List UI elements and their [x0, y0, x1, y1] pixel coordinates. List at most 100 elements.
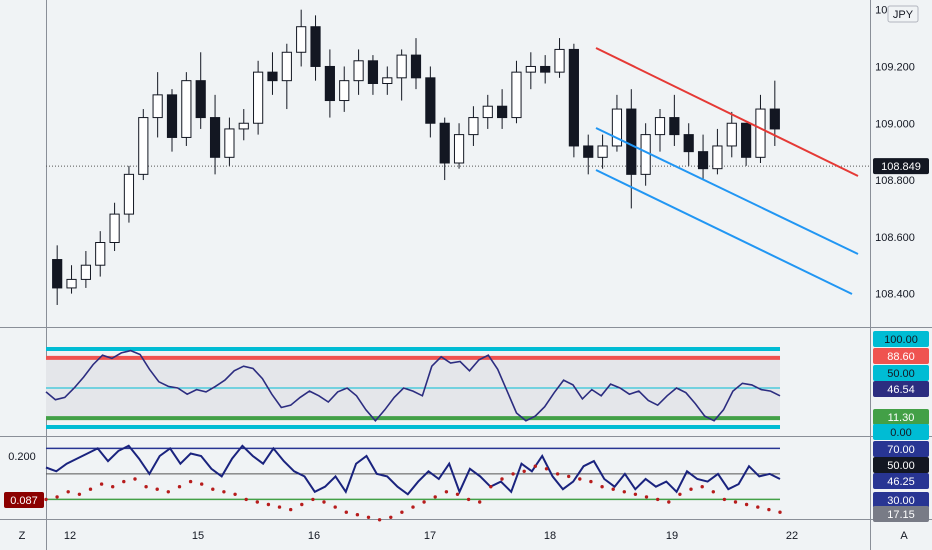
candle-body — [453, 134, 465, 164]
candle[interactable] — [511, 60, 522, 124]
candle[interactable] — [195, 52, 206, 129]
indicator-dot — [466, 497, 471, 502]
candle[interactable] — [439, 117, 450, 181]
candle[interactable] — [726, 111, 737, 158]
candle[interactable] — [669, 94, 680, 146]
candle[interactable] — [166, 89, 178, 152]
candle[interactable] — [181, 72, 192, 146]
candle[interactable] — [654, 109, 666, 152]
candle-body — [468, 117, 479, 136]
indicator-dot — [667, 500, 671, 504]
indicator-dot — [600, 485, 604, 489]
oscillator-tag-88[interactable]: 88.60 — [873, 348, 929, 364]
candle[interactable] — [597, 134, 608, 169]
candle-body — [267, 71, 278, 82]
oscillator-line[interactable] — [45, 349, 781, 423]
candle-body — [511, 71, 522, 119]
candle[interactable] — [468, 106, 479, 146]
candle[interactable] — [224, 117, 235, 166]
indicator-pane[interactable] — [0, 437, 870, 519]
candle[interactable] — [209, 94, 221, 175]
candle[interactable] — [353, 49, 364, 95]
candle-body — [482, 105, 493, 119]
currency-badge[interactable] — [887, 5, 919, 23]
candle[interactable] — [52, 245, 63, 305]
candle[interactable] — [410, 38, 422, 90]
candle[interactable] — [267, 52, 278, 95]
candle[interactable] — [396, 49, 407, 101]
channel-line-lower[interactable] — [595, 169, 853, 295]
candle-body — [583, 145, 594, 158]
candle-body — [367, 60, 379, 84]
candle[interactable] — [697, 134, 709, 181]
indicator-dot — [44, 497, 48, 502]
candle[interactable] — [554, 38, 565, 78]
indicator-dot — [511, 472, 515, 476]
candle[interactable] — [296, 9, 307, 67]
indicator-tag-46-text: 46.25 — [887, 476, 915, 488]
zoom-button[interactable]: Z — [19, 530, 26, 542]
candle[interactable] — [367, 55, 379, 95]
oscillator-tag-0[interactable]: 0.00 — [873, 424, 929, 440]
indicator-dot — [700, 485, 704, 489]
indicator-dot — [733, 500, 738, 504]
candle[interactable] — [525, 52, 536, 90]
indicator-tag-30[interactable]: 30.00 — [873, 492, 929, 508]
oscillator-tag-11[interactable]: 11.30 — [873, 409, 929, 425]
oscillator-tag-88-bg — [873, 348, 929, 364]
candle[interactable] — [109, 202, 120, 252]
candle[interactable] — [425, 66, 436, 138]
indicator-dot — [544, 467, 549, 471]
indicator-tag-17-bg — [873, 506, 929, 522]
candle[interactable] — [138, 109, 149, 181]
candle[interactable] — [583, 134, 594, 175]
last-price-tag-bg — [873, 158, 929, 175]
candle[interactable] — [238, 109, 249, 141]
indicator-tag-46[interactable]: 46.25 — [873, 473, 929, 489]
indicator-main-line[interactable] — [45, 444, 781, 496]
candle[interactable] — [339, 66, 350, 112]
last-price-tag[interactable]: 108.849 — [873, 158, 929, 175]
candle[interactable] — [66, 265, 77, 294]
candle[interactable] — [95, 231, 106, 277]
indicator-dot — [255, 500, 259, 504]
candle[interactable] — [80, 251, 91, 288]
candle[interactable] — [253, 60, 264, 135]
candle[interactable] — [123, 165, 135, 223]
candle[interactable] — [324, 49, 335, 118]
indicator-dot — [778, 510, 782, 514]
indicator-dot — [244, 497, 248, 502]
currency-label: JPY — [893, 9, 914, 21]
indicator-tag-50-text: 50.00 — [887, 460, 915, 472]
candle[interactable] — [683, 123, 694, 166]
candle[interactable] — [152, 72, 163, 138]
oscillator-tag-100[interactable]: 100.00 — [873, 331, 929, 347]
oscillator-tag-50[interactable]: 50.00 — [873, 365, 929, 381]
candle[interactable] — [382, 66, 393, 95]
candle-body — [626, 108, 637, 175]
candle[interactable] — [568, 43, 579, 158]
candle[interactable] — [611, 94, 623, 152]
indicator-tag-17[interactable]: 17.15 — [873, 506, 929, 522]
candle[interactable] — [497, 89, 508, 129]
auto-scale-button[interactable]: A — [900, 530, 908, 542]
indicator-left-tag[interactable]: 0.087 — [4, 492, 44, 508]
candle[interactable] — [453, 123, 465, 169]
candle[interactable] — [281, 43, 292, 110]
indicator-tag-50[interactable]: 50.00 — [873, 457, 929, 473]
price-pane[interactable] — [0, 0, 870, 327]
candle[interactable] — [482, 94, 493, 129]
candle[interactable] — [310, 15, 321, 81]
candle-body — [769, 108, 780, 130]
indicator-dot — [689, 487, 693, 491]
resistance-trendline[interactable] — [595, 47, 859, 177]
oscillator-current-tag[interactable]: 46.54 — [873, 381, 929, 397]
candle-body — [410, 54, 422, 79]
indicator-dot — [756, 505, 760, 509]
candle[interactable] — [741, 122, 752, 166]
channel-line-upper[interactable] — [595, 127, 859, 255]
indicator-tag-70[interactable]: 70.00 — [873, 441, 929, 457]
candle[interactable] — [540, 55, 551, 84]
candle[interactable] — [712, 128, 723, 175]
